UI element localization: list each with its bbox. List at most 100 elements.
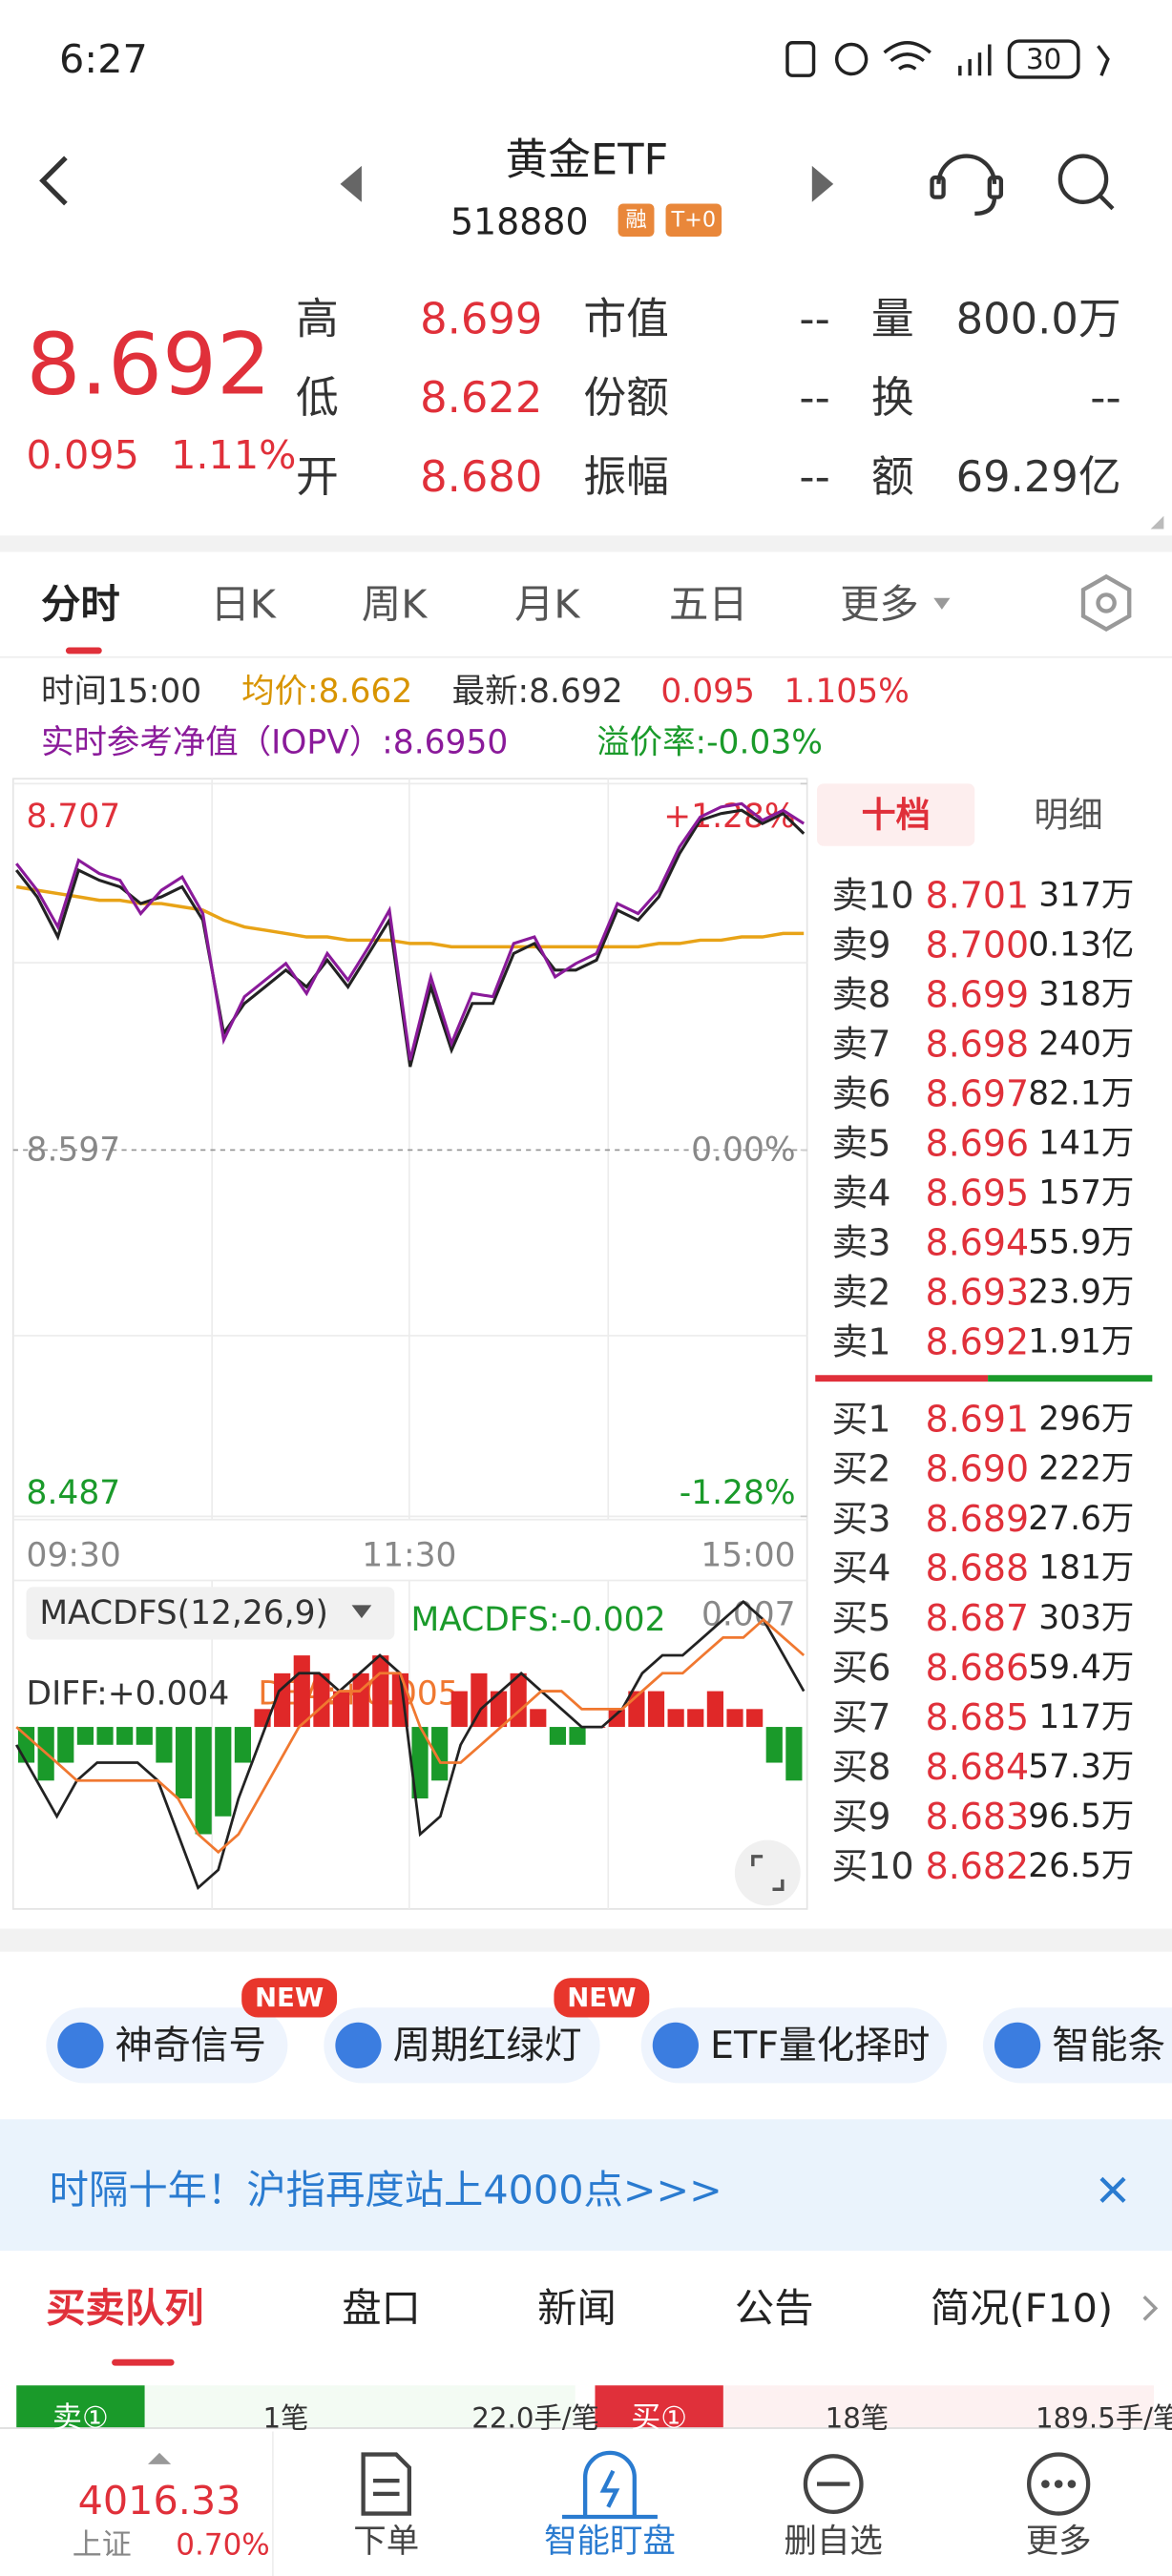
book-volume: 57.3万: [1028, 1748, 1134, 1786]
book-price: 8.696: [926, 1122, 1029, 1164]
tab-underline: [112, 2358, 175, 2366]
corner-mark: [1150, 515, 1164, 530]
indicator-name[interactable]: MACDFS(12,26,9): [39, 1594, 328, 1632]
feature-chip[interactable]: [324, 2007, 600, 2084]
alarm-icon: [834, 42, 869, 76]
banner-bg[interactable]: [0, 2119, 1172, 2252]
book-divider-red: [815, 1375, 989, 1382]
remove-icon[interactable]: [803, 2454, 864, 2514]
battery-level: 30: [1026, 43, 1061, 75]
chart-tab[interactable]: 分时: [41, 582, 120, 628]
book-price: 8.685: [926, 1696, 1029, 1738]
prev-stock[interactable]: [340, 165, 362, 202]
info-time: 时间15:00: [41, 673, 201, 711]
y-tick-label: 8.707: [27, 798, 121, 836]
tabs-scroll[interactable]: [1142, 2296, 1159, 2321]
chart-tab[interactable]: 五日: [669, 582, 748, 628]
field-label: 高: [296, 294, 339, 344]
stock-tag: T+0: [670, 208, 716, 233]
macd-bar: [471, 1672, 488, 1728]
order-icon[interactable]: [361, 2452, 412, 2516]
detail-tab[interactable]: 公告: [735, 2285, 814, 2331]
stock-tag: 融: [625, 208, 646, 233]
macd-bar: [352, 1672, 369, 1728]
chip-label[interactable]: 神奇信号: [115, 2024, 266, 2067]
macd-bar: [76, 1727, 94, 1745]
book-level: 买3: [831, 1498, 890, 1540]
chart-tab[interactable]: 周K: [362, 582, 428, 628]
index-pct: 0.70%: [176, 2527, 269, 2562]
detail-tab[interactable]: 盘口: [342, 2285, 421, 2331]
field-value: --: [799, 372, 829, 423]
next-stock[interactable]: [811, 165, 834, 202]
macd-bar: [332, 1691, 350, 1728]
chart-settings[interactable]: [1080, 573, 1132, 632]
search-icon[interactable]: [1057, 154, 1115, 211]
book-level: 卖2: [831, 1271, 890, 1313]
macd-bar: [175, 1727, 193, 1799]
book-price: 8.691: [926, 1399, 1029, 1441]
field-label: 份额: [583, 372, 669, 423]
chart-tab[interactable]: 月K: [514, 582, 580, 628]
banner-close[interactable]: [1099, 2176, 1126, 2203]
macd-bar: [313, 1672, 330, 1728]
nav-item[interactable]: 下单: [353, 2523, 419, 2561]
detail-tab[interactable]: 简况(F10): [931, 2285, 1113, 2331]
macd-bar: [746, 1709, 764, 1728]
field-value: 8.680: [420, 451, 542, 502]
diff-value: DIFF:+0.004: [27, 1674, 230, 1713]
info-premium: 溢价率:-0.03%: [596, 723, 823, 761]
service-icon[interactable]: [930, 154, 1004, 217]
index-value[interactable]: 4016.33: [78, 2478, 241, 2524]
indicator-select[interactable]: [26, 1587, 395, 1640]
queue-sell-tag: [16, 2385, 145, 2432]
chart-tab[interactable]: 日K: [210, 582, 276, 628]
chip-label[interactable]: 智能条: [1052, 2024, 1165, 2067]
chart-tab[interactable]: 更多: [840, 582, 919, 628]
book-tab[interactable]: 明细: [1034, 795, 1102, 836]
book-level: 卖10: [831, 874, 913, 916]
nav-item[interactable]: 更多: [1026, 2523, 1092, 2561]
back-button[interactable]: [39, 156, 68, 206]
book-volume: 96.5万: [1028, 1797, 1134, 1836]
feature-chip[interactable]: [46, 2007, 288, 2084]
feature-chip[interactable]: [640, 2007, 948, 2084]
chip-label[interactable]: ETF量化择时: [710, 2024, 930, 2067]
nav-item[interactable]: 删自选: [785, 2523, 883, 2561]
nav-item[interactable]: 智能盯盘: [544, 2523, 676, 2561]
macd-bar: [450, 1691, 468, 1728]
book-level: 买7: [831, 1696, 890, 1738]
chip-label[interactable]: 周期红绿灯: [393, 2024, 582, 2067]
macd-bar: [667, 1709, 684, 1728]
queue-avg: 189.5手/笔: [1036, 2402, 1172, 2435]
chip-icon: [994, 2022, 1041, 2068]
tab-underline: [65, 647, 102, 654]
remove-circle: [803, 2454, 864, 2514]
book-volume: 117万: [1038, 1698, 1134, 1736]
watch-icon[interactable]: [562, 2450, 658, 2520]
last-price: 8.692: [27, 315, 271, 414]
banner-text[interactable]: 时隔十年！沪指再度站上4000点>>>: [50, 2167, 722, 2212]
queue-label: 卖①: [52, 2401, 109, 2436]
detail-tab[interactable]: 买卖队列: [46, 2285, 203, 2331]
dot: [1067, 2480, 1077, 2488]
fullscreen-button[interactable]: [734, 1839, 801, 1906]
price-line: [15, 884, 805, 949]
y2-tick-label: -1.28%: [680, 1474, 796, 1512]
x-tick-label: 09:30: [27, 1537, 121, 1575]
doc-icon: [361, 2452, 412, 2516]
price-line: [14, 801, 806, 1061]
book-tab[interactable]: 十档: [861, 795, 930, 836]
headset-left: [930, 175, 946, 199]
field-value: 8.699: [420, 294, 542, 344]
queue-avg: 22.0手/笔: [471, 2402, 599, 2435]
book-level: 卖9: [831, 924, 890, 966]
nfc-icon: [785, 41, 816, 77]
book-level: 买6: [831, 1647, 890, 1689]
more-icon[interactable]: [1027, 2452, 1091, 2516]
detail-tab[interactable]: 新闻: [537, 2285, 617, 2331]
macd-bar: [293, 1655, 310, 1728]
book-volume: 27.6万: [1028, 1500, 1134, 1538]
book-price: 8.694: [926, 1221, 1029, 1263]
